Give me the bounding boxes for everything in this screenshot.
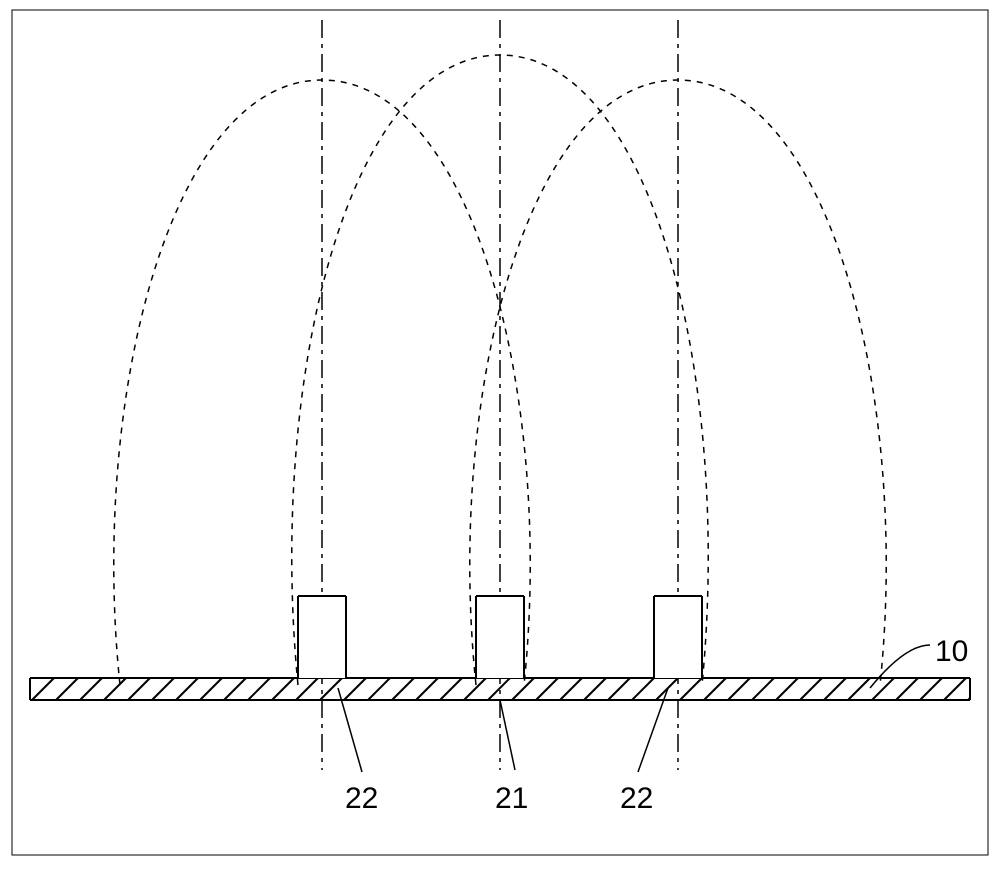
ground-hatch [824, 678, 846, 700]
diagram-stage: 10 22 21 22 [0, 0, 1000, 872]
ground-hatch [608, 678, 630, 700]
label-ant-left: 22 [345, 782, 378, 816]
ground-hatch [440, 678, 462, 700]
ground-hatch [848, 678, 870, 700]
ground-hatch [344, 678, 366, 700]
diagram-svg [0, 0, 1000, 872]
ground-hatch [704, 678, 726, 700]
ground-hatch [368, 678, 390, 700]
ground-hatch [680, 678, 702, 700]
ground-hatch [488, 678, 510, 700]
ground-hatch [584, 678, 606, 700]
antenna-fill-left [298, 596, 346, 678]
ground-hatch [968, 698, 970, 700]
ground-hatch [920, 678, 942, 700]
ground-hatch [632, 678, 654, 700]
ground-hatch [128, 678, 150, 700]
label-ant-center: 21 [495, 782, 528, 816]
ground-hatch [392, 678, 414, 700]
ground-hatch [224, 678, 246, 700]
label-ant-right: 22 [620, 782, 653, 816]
ground-hatch [776, 678, 798, 700]
ground-hatch [536, 678, 558, 700]
ground-hatch [104, 678, 126, 700]
ground-hatch [728, 678, 750, 700]
ground-hatch [80, 678, 102, 700]
ground-hatch [752, 678, 774, 700]
leader-0 [870, 645, 930, 688]
leader-2 [500, 700, 515, 770]
ground-hatch [56, 678, 78, 700]
ground-hatch [152, 678, 174, 700]
ground-hatch [560, 678, 582, 700]
ground-hatch [200, 678, 222, 700]
ground-hatch [512, 678, 534, 700]
ground-hatch [896, 678, 918, 700]
ground-hatch [272, 678, 294, 700]
antenna-fill-right [654, 596, 702, 678]
label-ground: 10 [935, 635, 968, 669]
ground-hatch [416, 678, 438, 700]
antenna-fill-center [476, 596, 524, 678]
ground-hatch [176, 678, 198, 700]
ground-hatch [800, 678, 822, 700]
ground-hatch [32, 678, 54, 700]
ground-hatch [296, 678, 318, 700]
ground-hatch [248, 678, 270, 700]
ground-hatch [944, 678, 966, 700]
